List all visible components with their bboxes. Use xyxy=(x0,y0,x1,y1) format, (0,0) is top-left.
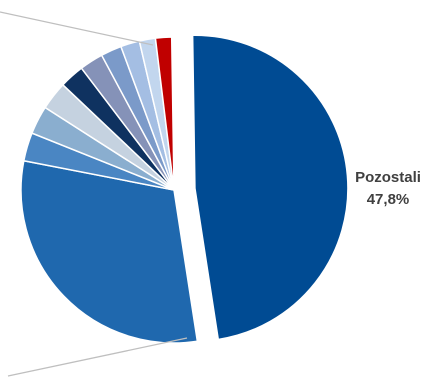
pie-slice-2 xyxy=(20,159,199,344)
leader-line-bottom xyxy=(7,337,188,377)
pie-slice-11 xyxy=(154,36,175,191)
pie-slices xyxy=(20,34,349,344)
pie-slice-1 xyxy=(191,34,349,341)
slice-label-value: 47,8% xyxy=(367,191,410,208)
slice-label-name: Pozostali xyxy=(355,169,421,186)
leader-line-top xyxy=(0,11,154,46)
